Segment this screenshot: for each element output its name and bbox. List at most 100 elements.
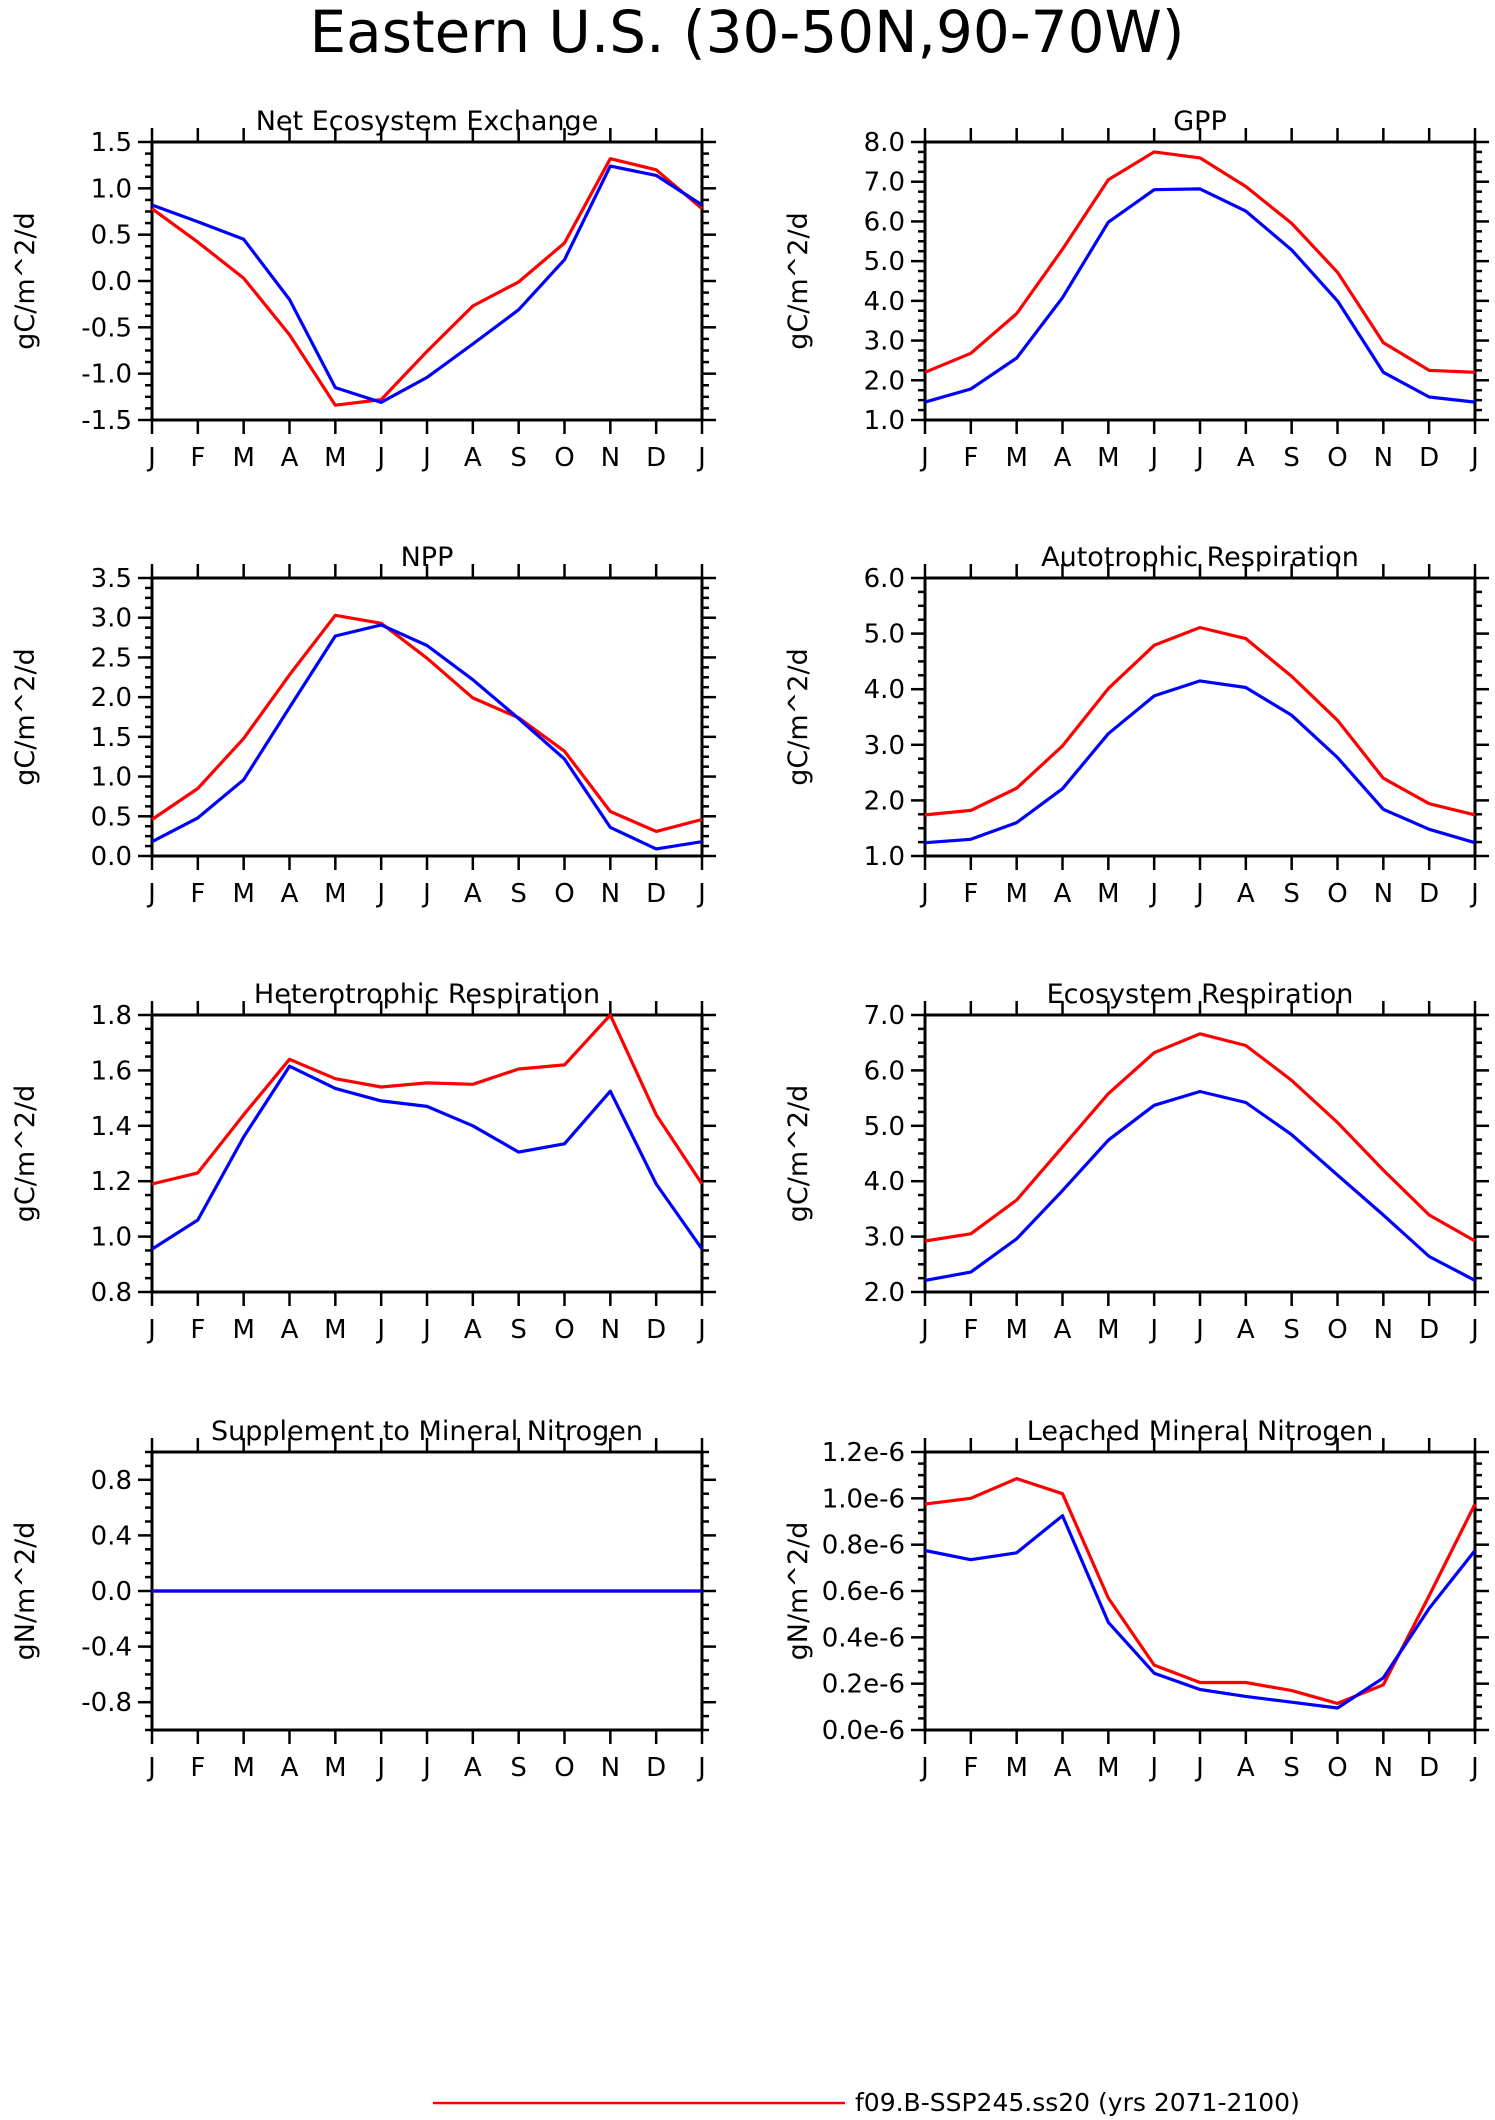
- y-tick-label: 7.0: [864, 1001, 905, 1031]
- x-tick-label: S: [510, 443, 527, 473]
- x-tick-label: D: [646, 1753, 666, 1783]
- y-tick-label: 5.0: [864, 247, 905, 277]
- x-tick-label: M: [232, 1315, 254, 1345]
- x-tick-label: J: [919, 879, 929, 909]
- y-tick-label: -0.4: [81, 1633, 132, 1663]
- x-tick-label: D: [646, 879, 666, 909]
- y-tick-label: 1.0: [91, 1223, 132, 1253]
- y-tick-label: 0.0: [91, 1577, 132, 1607]
- x-tick-label: A: [1054, 879, 1072, 909]
- series-line-2: [924, 1089, 1476, 1282]
- x-tick-label: J: [375, 879, 385, 909]
- y-tick-label: 3.0: [91, 604, 132, 634]
- x-tick-label: D: [646, 1315, 666, 1345]
- legend-label: f09.B-SSP245.ss20 (yrs 2071-2100): [855, 2088, 1300, 2117]
- x-tick-label: S: [510, 879, 527, 909]
- y-axis-label: gN/m^2/d: [10, 1522, 41, 1661]
- x-tick-label: O: [554, 443, 574, 473]
- series-line-2: [924, 187, 1476, 404]
- x-tick-label: S: [510, 1315, 527, 1345]
- x-tick-label: A: [1237, 879, 1255, 909]
- x-tick-label: J: [696, 1315, 706, 1345]
- series-line-2: [151, 164, 703, 404]
- x-tick-label: J: [696, 1753, 706, 1783]
- x-tick-label: J: [1469, 1315, 1479, 1345]
- x-tick-label: J: [421, 879, 431, 909]
- y-axis-label: gC/m^2/d: [10, 648, 41, 785]
- y-tick-label: 5.0: [864, 620, 905, 650]
- y-tick-label: 0.6e-6: [822, 1577, 905, 1607]
- series-line-1: [924, 625, 1476, 817]
- x-tick-label: J: [1194, 443, 1204, 473]
- y-tick-label: 3.0: [864, 1223, 905, 1253]
- x-tick-label: O: [554, 879, 574, 909]
- x-tick-label: J: [146, 1315, 156, 1345]
- y-tick-label: -1.5: [81, 406, 132, 436]
- y-tick-label: 0.8: [91, 1466, 132, 1496]
- y-tick-label: 1.0e-6: [822, 1484, 905, 1514]
- y-tick-label: 0.0: [91, 842, 132, 872]
- x-tick-label: J: [1469, 879, 1479, 909]
- x-tick-label: S: [1283, 879, 1300, 909]
- x-tick-label: M: [324, 1315, 346, 1345]
- x-tick-label: J: [146, 879, 156, 909]
- x-tick-label: O: [1327, 1315, 1347, 1345]
- x-tick-label: F: [190, 879, 205, 909]
- x-tick-label: M: [1097, 1315, 1119, 1345]
- x-tick-label: M: [1005, 1753, 1027, 1783]
- y-tick-label: 2.5: [91, 643, 132, 673]
- x-tick-label: A: [281, 1315, 299, 1345]
- x-tick-label: O: [1327, 1753, 1347, 1783]
- y-axis-label: gC/m^2/d: [783, 212, 814, 349]
- x-tick-label: M: [232, 879, 254, 909]
- y-axis-label: gN/m^2/d: [783, 1522, 814, 1661]
- x-tick-label: J: [1194, 1753, 1204, 1783]
- x-tick-label: N: [1374, 1753, 1393, 1783]
- y-tick-label: 5.0: [864, 1112, 905, 1142]
- x-tick-label: S: [1283, 1753, 1300, 1783]
- y-tick-label: 1.2e-6: [822, 1438, 905, 1468]
- y-axis-label: gC/m^2/d: [10, 212, 41, 349]
- x-tick-label: D: [1419, 1315, 1439, 1345]
- x-tick-label: M: [1005, 1315, 1027, 1345]
- x-tick-label: J: [146, 1753, 156, 1783]
- x-tick-label: M: [324, 1753, 346, 1783]
- x-tick-label: J: [1148, 1315, 1158, 1345]
- y-tick-label: 0.8e-6: [822, 1531, 905, 1561]
- x-tick-label: J: [1148, 1753, 1158, 1783]
- x-tick-label: J: [696, 443, 706, 473]
- x-tick-label: S: [1283, 1315, 1300, 1345]
- x-tick-label: J: [375, 443, 385, 473]
- x-tick-label: A: [464, 1315, 482, 1345]
- y-tick-label: 1.4: [91, 1112, 132, 1142]
- y-tick-label: 0.0: [91, 267, 132, 297]
- x-tick-label: J: [146, 443, 156, 473]
- x-tick-label: N: [601, 443, 620, 473]
- x-tick-label: M: [1097, 879, 1119, 909]
- x-tick-label: O: [1327, 443, 1347, 473]
- x-tick-label: D: [1419, 1753, 1439, 1783]
- y-tick-label: 2.0: [864, 366, 905, 396]
- y-tick-label: 1.0: [864, 842, 905, 872]
- y-tick-label: -0.5: [81, 313, 132, 343]
- y-axis-label: gC/m^2/d: [783, 648, 814, 785]
- x-tick-label: M: [1097, 443, 1119, 473]
- x-tick-label: J: [421, 1315, 431, 1345]
- x-tick-label: J: [375, 1315, 385, 1345]
- x-tick-label: M: [324, 879, 346, 909]
- series-line-1: [924, 150, 1476, 374]
- x-tick-label: A: [1237, 1753, 1255, 1783]
- legend: f09.B-SSP245.ss20 (yrs 2071-2100): [433, 2088, 1300, 2117]
- series-line-1: [151, 613, 703, 834]
- series-line-2: [924, 679, 1476, 845]
- y-tick-label: 2.0: [864, 1278, 905, 1308]
- x-tick-label: F: [963, 1753, 978, 1783]
- y-tick-label: 1.6: [91, 1056, 132, 1086]
- x-tick-label: F: [190, 443, 205, 473]
